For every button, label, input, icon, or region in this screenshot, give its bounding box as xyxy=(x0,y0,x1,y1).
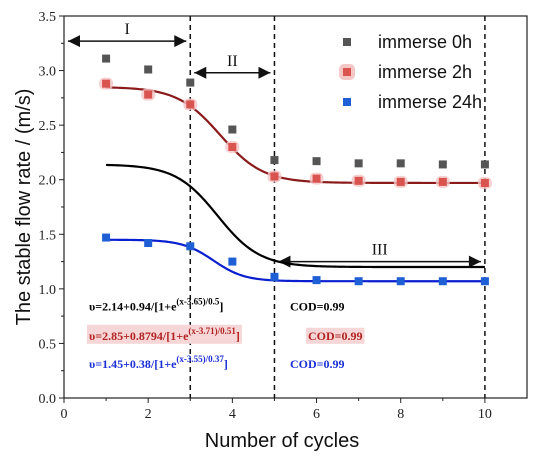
x-tick-label: 8 xyxy=(397,407,404,422)
x-tick-label: 6 xyxy=(313,407,320,422)
data-point xyxy=(186,242,195,251)
data-point xyxy=(270,156,279,165)
legend-label: immerse 2h xyxy=(378,62,472,82)
data-point xyxy=(354,176,363,185)
formula-highlight xyxy=(87,324,242,344)
x-tick-label: 4 xyxy=(229,407,236,422)
data-point xyxy=(480,160,489,169)
x-axis-title: Number of cycles xyxy=(205,430,360,452)
fit-curve xyxy=(106,238,485,283)
data-point xyxy=(228,142,237,151)
data-point xyxy=(354,159,363,168)
region-label: I xyxy=(124,21,129,38)
cod-label: COD=0.99 xyxy=(290,299,345,313)
legend-label: immerse 0h xyxy=(378,32,472,52)
data-point xyxy=(144,90,153,99)
data-point xyxy=(102,54,111,63)
y-tick-label: 2.5 xyxy=(39,119,57,134)
fit-curve xyxy=(106,163,485,269)
data-point xyxy=(438,177,447,186)
y-tick-label: 3.5 xyxy=(39,10,57,25)
data-point xyxy=(186,100,195,109)
data-point xyxy=(102,79,111,88)
data-point xyxy=(144,65,153,74)
data-point xyxy=(144,239,153,248)
fit-formula: υ=2.85+0.8794/[1+e(x-3.71)/0.51] xyxy=(89,326,240,343)
data-point xyxy=(270,172,279,181)
x-tick-label: 0 xyxy=(61,407,68,422)
legend-label: immerse 24h xyxy=(378,92,482,112)
region-label: III xyxy=(372,242,388,259)
data-point xyxy=(312,276,321,285)
cod-label: COD=0.99 xyxy=(290,357,345,371)
y-tick-label: 0.5 xyxy=(39,337,57,352)
y-tick-label: 1.5 xyxy=(39,228,57,243)
formula-annotations: υ=2.14+0.94/[1+e(x-3.65)/0.5] COD=0.99 υ=2… xyxy=(87,296,365,371)
y-tick-label: 0.0 xyxy=(39,392,57,407)
data-point xyxy=(354,277,363,286)
data-point xyxy=(312,174,321,183)
x-tick-label: 2 xyxy=(145,407,152,422)
data-point xyxy=(186,78,195,87)
region-label: II xyxy=(227,53,238,70)
fit-formula: υ=1.45+0.38/[1+e(x-3.55)/0.37] xyxy=(89,354,228,371)
data-point xyxy=(438,160,447,169)
data-point xyxy=(270,272,279,281)
data-point xyxy=(480,277,489,286)
data-point xyxy=(438,277,447,286)
y-tick-label: 2.0 xyxy=(39,174,57,189)
x-tick-label: 10 xyxy=(478,407,492,422)
data-point xyxy=(396,277,405,286)
data-point xyxy=(228,257,237,266)
y-tick-label: 3.0 xyxy=(39,65,57,80)
data-point xyxy=(396,177,405,186)
data-point xyxy=(312,157,321,166)
fit-curves xyxy=(106,86,485,283)
fit-curve xyxy=(106,86,485,185)
data-point xyxy=(396,159,405,168)
fit-formula: υ=2.14+0.94/[1+e(x-3.65)/0.5] xyxy=(89,296,223,313)
data-point xyxy=(102,233,111,242)
data-point xyxy=(228,125,237,134)
cod-label: COD=0.99 xyxy=(308,329,363,343)
tick-group: 0 2 4 6 8 10 0.0 0.5 1.0 1.5 2.0 2.5 3.0 3.5 xyxy=(39,10,492,422)
cod-highlight xyxy=(306,327,365,344)
legend-marker xyxy=(343,98,351,106)
data-points xyxy=(99,54,492,286)
y-axis-title: The stable flow rate / (m/s) xyxy=(13,89,35,326)
legend: immerse 0h immerse 2h immerse 24h xyxy=(339,32,482,112)
y-tick-label: 1.0 xyxy=(39,283,57,298)
legend-marker xyxy=(343,38,351,46)
legend-marker xyxy=(343,68,351,76)
data-point xyxy=(480,178,489,187)
